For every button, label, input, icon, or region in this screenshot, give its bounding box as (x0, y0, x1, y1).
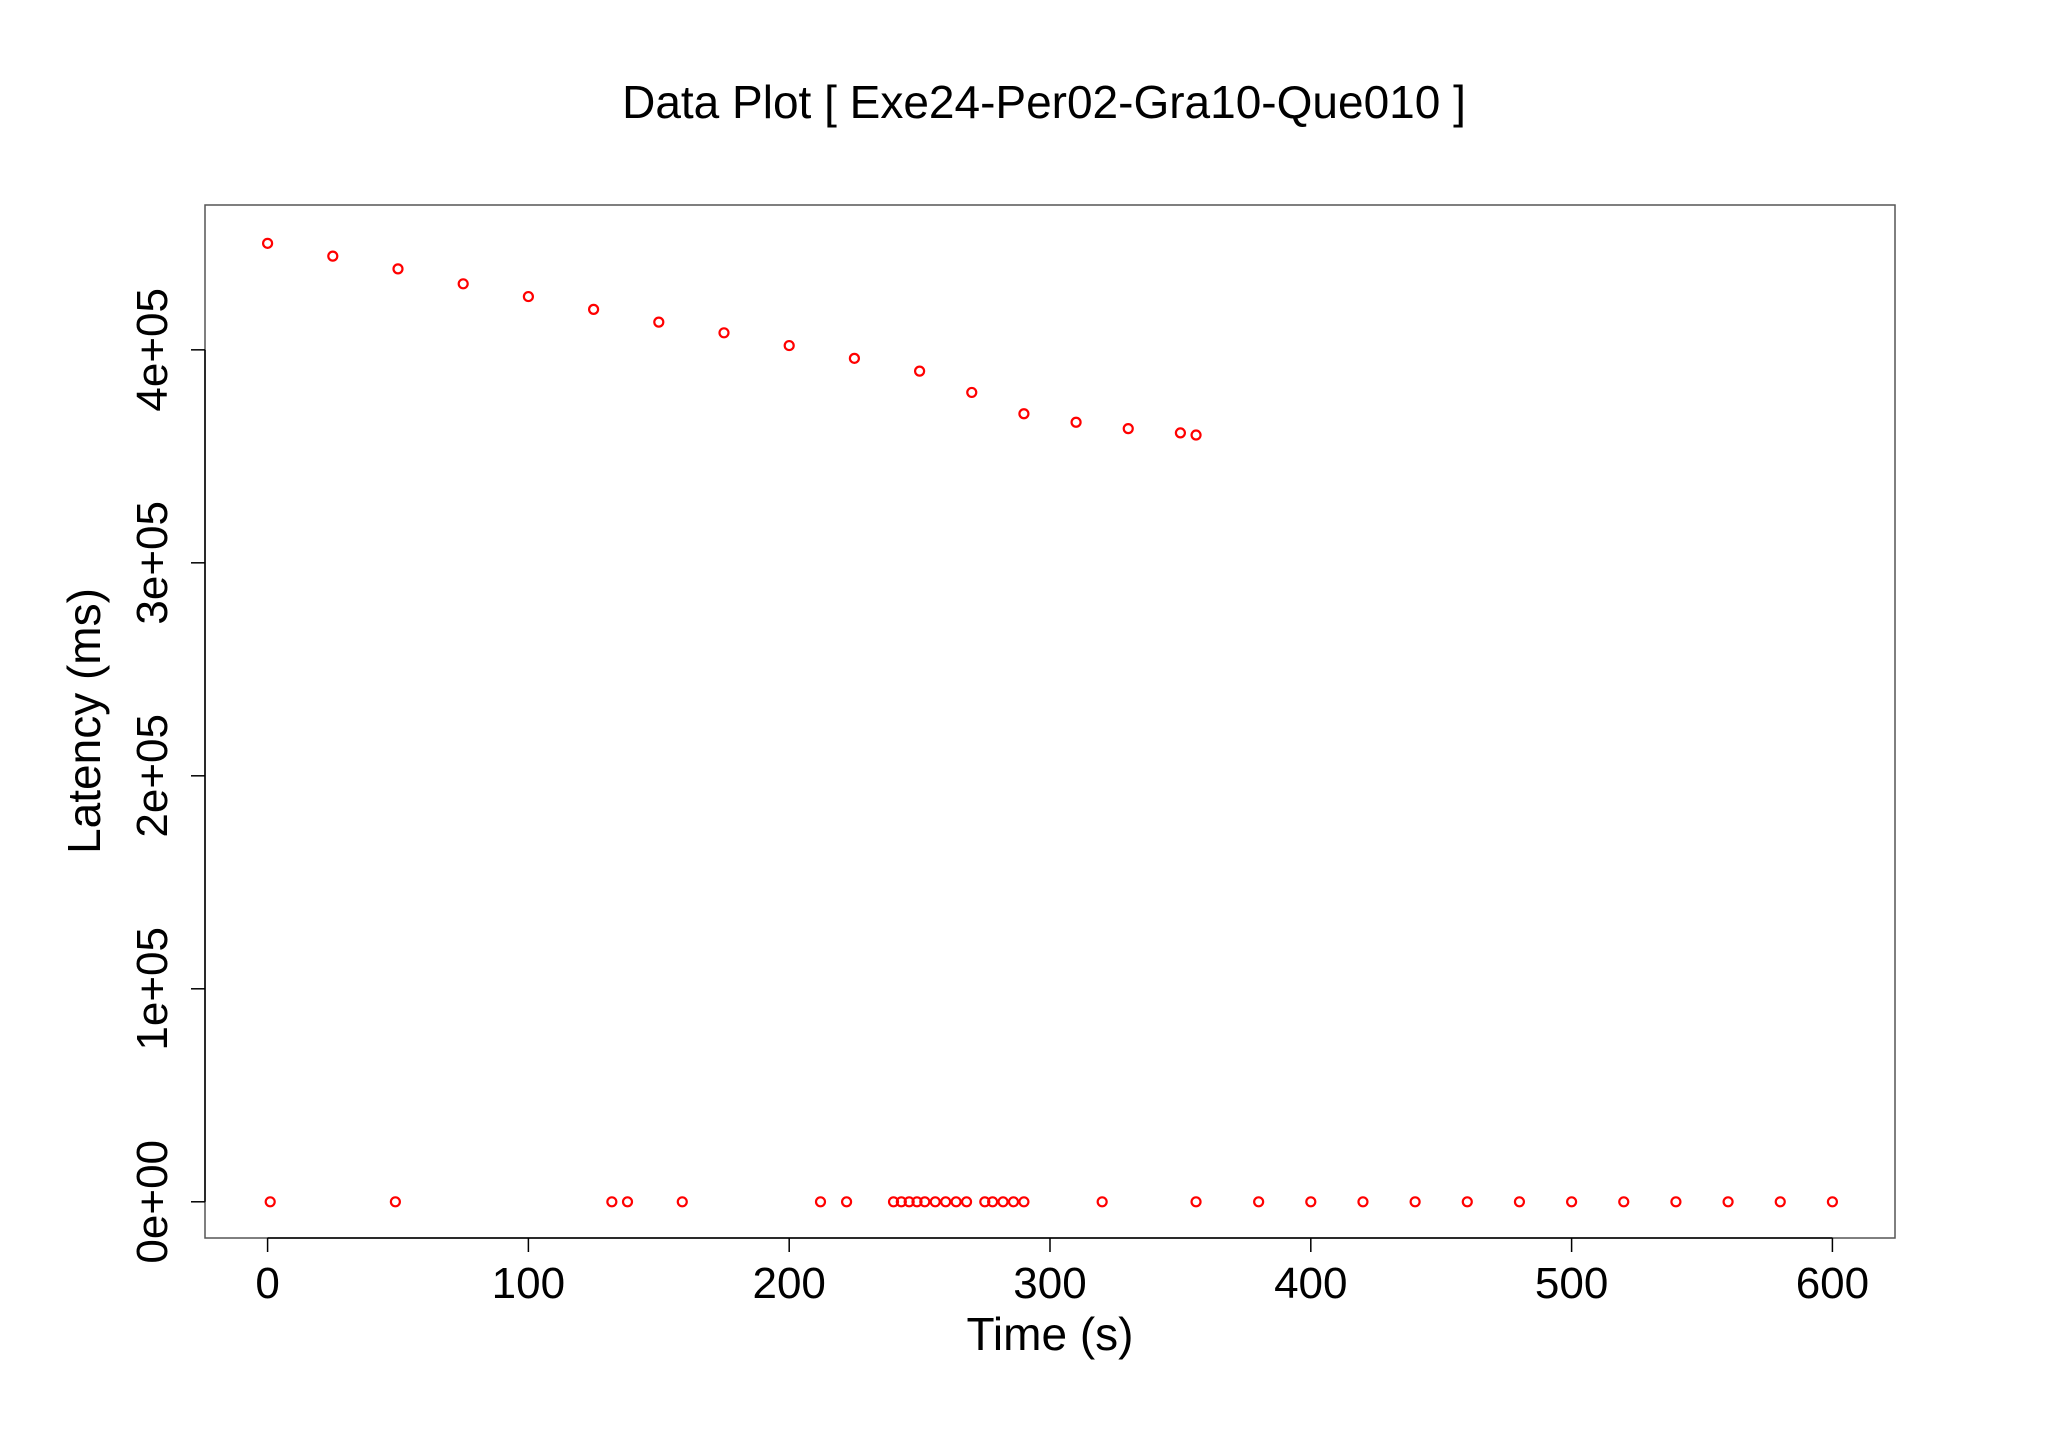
data-point (1305, 1196, 1317, 1208)
data-point (940, 1196, 952, 1208)
data-point (997, 1196, 1009, 1208)
data-point (950, 1196, 962, 1208)
data-point (522, 290, 534, 303)
x-tick-label: 200 (752, 1259, 825, 1308)
data-point (783, 339, 795, 352)
x-tick-label: 500 (1535, 1259, 1608, 1308)
data-point (676, 1196, 688, 1208)
x-axis-title: Time (s) (967, 1308, 1134, 1360)
data-point (392, 263, 404, 275)
data-point (1018, 1196, 1030, 1208)
data-point (606, 1196, 618, 1208)
data-point (1096, 1196, 1108, 1208)
data-point (979, 1196, 991, 1208)
y-tick-label: 0e+00 (128, 1140, 177, 1264)
data-point (1722, 1196, 1734, 1208)
data-point (1007, 1196, 1020, 1208)
data-point (1174, 427, 1187, 439)
data-point (264, 1196, 276, 1208)
data-point (457, 278, 469, 290)
data-point (913, 365, 926, 377)
data-point (1357, 1196, 1369, 1208)
data-point (903, 1196, 915, 1208)
x-tick-label: 100 (492, 1259, 565, 1308)
data-point (911, 1196, 923, 1208)
y-tick-label: 4e+05 (128, 288, 177, 412)
data-point (840, 1196, 853, 1208)
data-point (1670, 1196, 1682, 1208)
y-tick-label: 3e+05 (128, 501, 177, 625)
y-axis-title: Latency (ms) (58, 588, 110, 854)
data-point (966, 386, 978, 399)
y-tick-label: 2e+05 (128, 714, 177, 838)
data-point (587, 303, 600, 315)
data-point (960, 1196, 973, 1208)
data-point (718, 327, 730, 339)
plot-frame (204, 204, 1896, 1239)
x-tick-label: 0 (255, 1259, 279, 1308)
data-point (1190, 429, 1202, 441)
data-point (1018, 408, 1030, 420)
x-axis: 0 100 200 300 400 500 600 (255, 1237, 1869, 1308)
data-point (261, 237, 274, 249)
data-point (814, 1196, 827, 1208)
data-points (261, 237, 1839, 1208)
x-tick-label: 600 (1796, 1259, 1869, 1308)
data-point (1070, 416, 1082, 428)
data-point (987, 1196, 999, 1208)
data-point (919, 1196, 931, 1208)
data-point (1122, 423, 1134, 435)
x-tick-label: 300 (1013, 1259, 1086, 1308)
data-point (621, 1196, 634, 1208)
data-point (1774, 1196, 1786, 1208)
x-tick-label: 400 (1274, 1259, 1347, 1308)
data-point (1826, 1196, 1839, 1208)
chart-title: Data Plot [ Exe24-Per02-Gra10-Que010 ] (622, 76, 1466, 128)
data-point (895, 1196, 907, 1208)
data-point (1409, 1196, 1421, 1208)
data-point (887, 1196, 900, 1208)
data-point (929, 1196, 941, 1208)
data-point (1618, 1196, 1630, 1208)
data-point (1253, 1196, 1265, 1208)
data-point (1461, 1196, 1473, 1208)
data-point (389, 1196, 401, 1208)
data-point (1513, 1196, 1526, 1208)
data-point (848, 352, 860, 364)
data-point (1190, 1196, 1202, 1208)
data-point (653, 316, 665, 328)
data-point (1566, 1196, 1578, 1208)
y-tick-label: 1e+05 (128, 927, 177, 1051)
data-point (327, 250, 339, 262)
y-axis: 0e+00 1e+05 2e+05 3e+05 4e+05 (128, 288, 206, 1264)
